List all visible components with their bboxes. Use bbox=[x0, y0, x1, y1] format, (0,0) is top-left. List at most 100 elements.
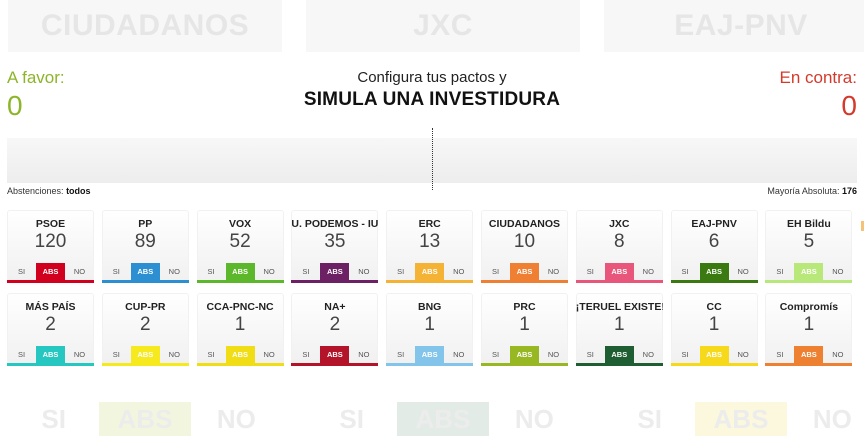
background-vote-row-3: SI ABS NO bbox=[604, 402, 864, 436]
vote-no-button[interactable]: NO bbox=[73, 350, 86, 359]
vote-si-button[interactable]: SI bbox=[681, 350, 689, 359]
vote-abs-button[interactable]: ABS bbox=[415, 263, 445, 280]
background-banner-eaj-pnv: EAJ-PNV bbox=[604, 0, 864, 52]
party-seats: 13 bbox=[419, 231, 441, 252]
background-si: SI bbox=[637, 403, 662, 434]
party-color-stripe bbox=[196, 280, 284, 283]
vote-no-button[interactable]: NO bbox=[642, 267, 654, 276]
party-name: CC bbox=[706, 301, 722, 313]
vote-abs-button[interactable]: ABS bbox=[320, 263, 350, 280]
vote-abs-button[interactable]: ABS bbox=[225, 346, 255, 363]
party-color-stripe bbox=[575, 280, 663, 283]
majority-value: 176 bbox=[841, 186, 857, 196]
background-abs: ABS bbox=[99, 402, 191, 436]
vote-abs-button[interactable]: ABS bbox=[604, 346, 634, 363]
vote-si-button[interactable]: SI bbox=[17, 267, 26, 276]
vote-abs-button[interactable]: ABS bbox=[320, 346, 350, 363]
party-name: PP bbox=[138, 218, 153, 230]
vote-abs-button[interactable]: ABS bbox=[699, 263, 729, 280]
party-color-stripe bbox=[765, 280, 853, 283]
party-seats: 1 bbox=[519, 314, 530, 335]
vote-abs-button[interactable]: ABS bbox=[794, 346, 824, 363]
page-header: Configura tus pactos y SIMULA UNA INVEST… bbox=[0, 69, 864, 111]
vote-si-button[interactable]: SI bbox=[397, 267, 405, 276]
party-card-ciudadanos: CIUDADANOS 10 SI ABS NO bbox=[480, 210, 568, 283]
vote-abs-button[interactable]: ABS bbox=[509, 263, 539, 280]
party-color-stripe bbox=[670, 363, 758, 366]
contra-count: 0 bbox=[841, 90, 857, 121]
party-color-stripe bbox=[196, 363, 284, 366]
vote-no-button[interactable]: NO bbox=[453, 350, 465, 359]
party-color-stripe bbox=[7, 363, 94, 366]
abstentions-value: todos bbox=[66, 186, 91, 196]
background-si: SI bbox=[41, 403, 66, 434]
vote-no-button[interactable]: NO bbox=[453, 267, 465, 276]
vote-si-button[interactable]: SI bbox=[491, 350, 500, 359]
vote-si-button[interactable]: SI bbox=[586, 267, 594, 276]
vote-abs-button[interactable]: ABS bbox=[604, 263, 634, 280]
party-seats: 6 bbox=[708, 231, 720, 252]
background-banner-jxc: JXC bbox=[306, 0, 580, 52]
vote-si-button[interactable]: SI bbox=[397, 350, 405, 359]
vote-si-button[interactable]: SI bbox=[302, 350, 310, 359]
vote-selector: SI ABS NO bbox=[197, 263, 284, 280]
vote-si-button[interactable]: SI bbox=[776, 350, 784, 359]
vote-abs-button[interactable]: ABS bbox=[36, 346, 65, 363]
party-card-comprom-s: Compromís 1 SI ABS NO bbox=[765, 293, 853, 366]
background-abs: ABS bbox=[695, 402, 787, 436]
vote-abs-button[interactable]: ABS bbox=[415, 346, 445, 363]
party-seats: 10 bbox=[513, 231, 536, 252]
vote-no-button[interactable]: NO bbox=[642, 350, 654, 359]
vote-no-button[interactable]: NO bbox=[737, 267, 749, 276]
party-seats: 89 bbox=[134, 231, 156, 252]
edge-marker bbox=[861, 221, 864, 231]
vote-si-button[interactable]: SI bbox=[112, 267, 120, 276]
party-seats: 1 bbox=[708, 314, 720, 335]
vote-no-button[interactable]: NO bbox=[263, 267, 275, 276]
vote-abs-button[interactable]: ABS bbox=[130, 263, 160, 280]
vote-si-button[interactable]: SI bbox=[17, 350, 26, 359]
vote-abs-button[interactable]: ABS bbox=[130, 346, 160, 363]
majority-line bbox=[432, 128, 433, 190]
vote-abs-button[interactable]: ABS bbox=[225, 263, 255, 280]
vote-abs-button[interactable]: ABS bbox=[509, 346, 539, 363]
vote-abs-button[interactable]: ABS bbox=[794, 263, 824, 280]
vote-no-button[interactable]: NO bbox=[73, 267, 86, 276]
abstentions-info: Abstenciones: todos bbox=[7, 186, 91, 196]
vote-si-button[interactable]: SI bbox=[207, 350, 215, 359]
vote-abs-button[interactable]: ABS bbox=[36, 263, 65, 280]
party-seats: 52 bbox=[229, 231, 251, 252]
party-seats: 1 bbox=[803, 314, 815, 335]
vote-si-button[interactable]: SI bbox=[491, 267, 500, 276]
party-card-teruel-existe: ¡TERUEL EXISTE! 1 SI ABS NO bbox=[575, 293, 663, 366]
party-color-stripe bbox=[386, 280, 474, 283]
vote-abs-button[interactable]: ABS bbox=[699, 346, 729, 363]
background-no: NO bbox=[812, 403, 852, 434]
vote-selector: SI ABS NO bbox=[197, 346, 284, 363]
vote-no-button[interactable]: NO bbox=[358, 350, 370, 359]
party-name: PRC bbox=[513, 301, 536, 313]
background-vote-row-2: SI ABS NO bbox=[306, 402, 580, 436]
vote-no-button[interactable]: NO bbox=[168, 350, 180, 359]
party-name: EH Bildu bbox=[787, 218, 831, 230]
vote-si-button[interactable]: SI bbox=[207, 267, 215, 276]
vote-si-button[interactable]: SI bbox=[681, 267, 689, 276]
vote-no-button[interactable]: NO bbox=[547, 350, 560, 359]
vote-no-button[interactable]: NO bbox=[737, 350, 749, 359]
party-name: U. PODEMOS - IU bbox=[291, 218, 379, 230]
vote-selector: SI ABS NO bbox=[765, 346, 852, 363]
vote-no-button[interactable]: NO bbox=[263, 350, 275, 359]
vote-no-button[interactable]: NO bbox=[358, 267, 370, 276]
vote-no-button[interactable]: NO bbox=[832, 267, 844, 276]
vote-no-button[interactable]: NO bbox=[168, 267, 180, 276]
vote-si-button[interactable]: SI bbox=[112, 350, 120, 359]
page-title: SIMULA UNA INVESTIDURA bbox=[303, 89, 561, 110]
vote-selector: SI ABS NO bbox=[671, 263, 758, 280]
vote-no-button[interactable]: NO bbox=[547, 267, 560, 276]
vote-si-button[interactable]: SI bbox=[776, 267, 784, 276]
vote-si-button[interactable]: SI bbox=[586, 350, 594, 359]
vote-no-button[interactable]: NO bbox=[832, 350, 844, 359]
party-grid: PSOE 120 SI ABS NO PP 89 SI ABS NO VOX 52 SI ABS NO U. … bbox=[7, 210, 857, 366]
page-subtitle: Configura tus pactos y bbox=[357, 69, 507, 86]
vote-si-button[interactable]: SI bbox=[302, 267, 310, 276]
